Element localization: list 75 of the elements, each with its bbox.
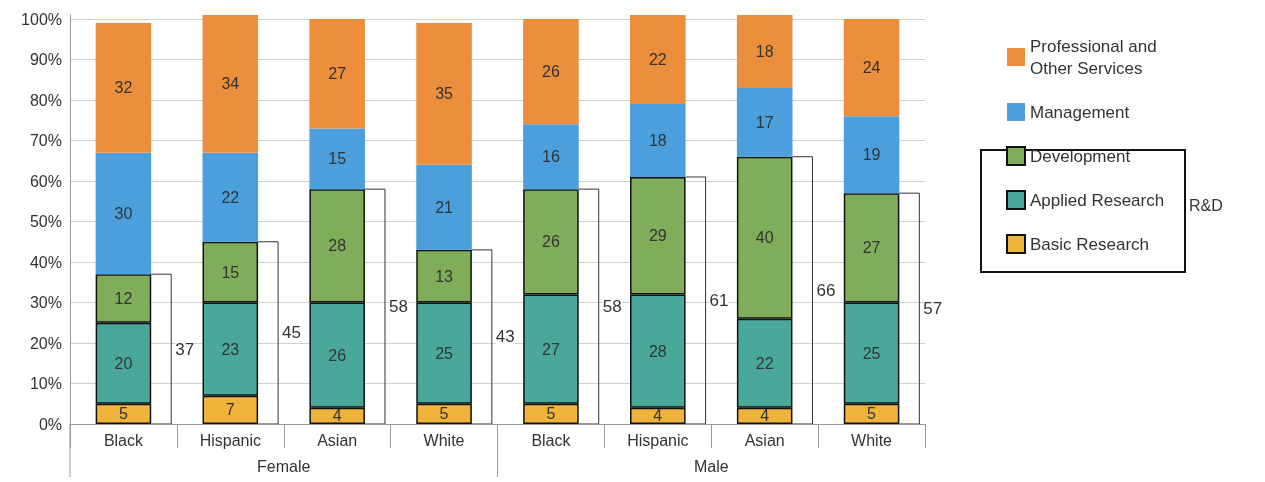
data-label: 27 xyxy=(542,340,560,358)
data-label: 40 xyxy=(755,229,774,247)
data-label: 25 xyxy=(862,344,881,362)
data-label: 18 xyxy=(648,132,667,150)
legend-label: Applied Research xyxy=(1030,190,1165,210)
x-tick-label: Hispanic xyxy=(627,431,689,449)
y-tick-label: 90% xyxy=(29,51,62,69)
y-tick-label: 20% xyxy=(29,334,62,352)
annotation: 58 xyxy=(388,297,408,317)
data-label: 13 xyxy=(435,267,454,285)
text: R&D xyxy=(1189,196,1223,214)
y-tick-label: 60% xyxy=(29,172,62,190)
data-label: 20 xyxy=(114,354,133,372)
data-label: 5 xyxy=(439,405,449,423)
data-label: 26 xyxy=(542,233,560,251)
data-label: 22 xyxy=(221,188,240,206)
data-label: 35 xyxy=(435,85,454,103)
data-label: 29 xyxy=(648,227,667,245)
x-tick-label: Black xyxy=(103,431,144,449)
data-label: 34 xyxy=(221,75,240,93)
annotation: 37 xyxy=(175,339,195,359)
y-tick-label: 50% xyxy=(29,213,62,231)
data-label: 16 xyxy=(542,148,560,166)
data-label: 30 xyxy=(114,204,133,222)
annotation: 45 xyxy=(282,323,302,343)
x-tick-label: Asian xyxy=(317,431,358,449)
data-label: 17 xyxy=(755,113,774,131)
data-label: 4 xyxy=(332,407,342,425)
data-label: 12 xyxy=(114,289,133,307)
data-label: 23 xyxy=(221,340,240,358)
x-tick-label: White xyxy=(851,431,893,449)
annotation: 58 xyxy=(602,297,622,317)
data-label: 27 xyxy=(862,239,881,257)
y-tick-label: 70% xyxy=(29,132,62,150)
data-label: 28 xyxy=(328,237,347,255)
x-tick-label: Asian xyxy=(744,431,785,449)
y-tick-label: 80% xyxy=(29,91,62,109)
data-label: 4 xyxy=(760,407,770,425)
legend-label: Professional and Other Services xyxy=(1030,36,1162,78)
y-tick-label: 40% xyxy=(29,253,62,271)
data-label: 27 xyxy=(328,65,347,83)
data-label: 26 xyxy=(328,346,347,364)
x-tick-label: White xyxy=(423,431,465,449)
data-label: 24 xyxy=(862,59,881,77)
data-label: 18 xyxy=(755,42,774,60)
data-label: 21 xyxy=(435,198,454,216)
x-tick-label: Hispanic xyxy=(199,431,261,449)
text: Female xyxy=(257,457,311,475)
data-label: 5 xyxy=(546,405,556,423)
data-label: 15 xyxy=(328,150,347,168)
y-tick-label: 100% xyxy=(21,10,62,28)
data-label: 26 xyxy=(542,63,560,81)
x-tick-label: Black xyxy=(531,431,572,449)
data-label: 22 xyxy=(648,51,667,69)
text: Male xyxy=(693,457,729,475)
legend-label: Management xyxy=(1030,102,1130,122)
y-tick-label: 10% xyxy=(29,375,62,393)
data-label: 32 xyxy=(114,79,133,97)
legend-label: Basic Research xyxy=(1030,234,1150,254)
y-tick-label: 0% xyxy=(38,415,62,433)
annotation: 66 xyxy=(816,280,836,300)
data-label: 5 xyxy=(867,405,877,423)
annotation: 57 xyxy=(923,299,943,319)
annotation: 43 xyxy=(495,327,515,347)
data-label: 15 xyxy=(221,263,240,281)
data-label: 4 xyxy=(653,407,663,425)
data-label: 28 xyxy=(648,342,667,360)
data-label: 19 xyxy=(862,146,881,164)
legend-label: Development xyxy=(1030,146,1131,166)
y-tick-label: 30% xyxy=(29,294,62,312)
data-label: 5 xyxy=(118,405,128,423)
data-label: 25 xyxy=(435,344,454,362)
annotation: 61 xyxy=(709,290,729,310)
data-label: 22 xyxy=(755,354,774,372)
data-label: 7 xyxy=(225,401,235,419)
